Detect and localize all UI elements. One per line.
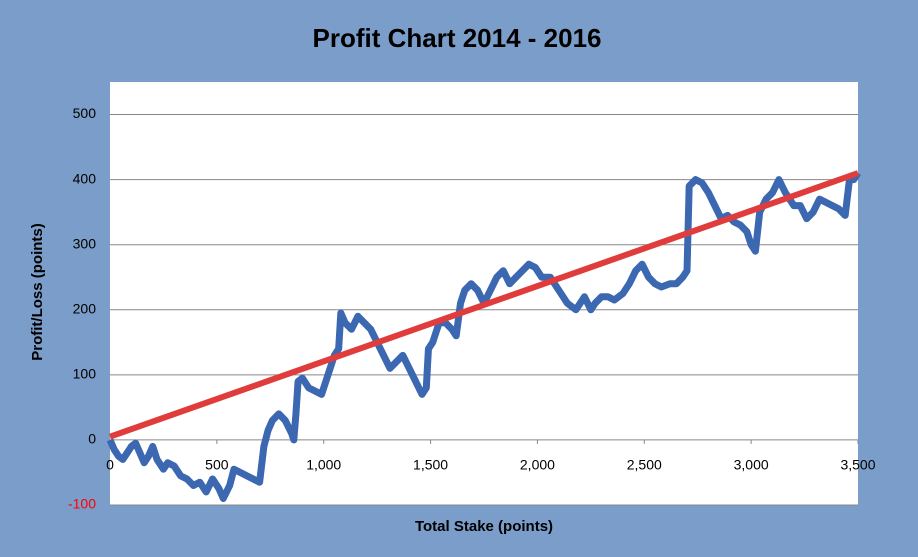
x-tick-label: 500: [205, 457, 229, 473]
x-tick-label: 0: [106, 457, 114, 473]
y-tick-label: 300: [73, 235, 97, 251]
y-tick-label: 100: [73, 366, 97, 382]
y-tick-label: 400: [73, 170, 97, 186]
x-tick-label: 3,000: [734, 457, 769, 473]
x-tick-label: 1,500: [413, 457, 448, 473]
y-tick-label: 500: [73, 105, 97, 121]
x-tick-label: 2,500: [627, 457, 662, 473]
plot-area: [110, 82, 858, 505]
x-tick-label: 2,000: [520, 457, 555, 473]
trend-line: [109, 170, 859, 440]
y-axis-label: Profit/Loss (points): [29, 223, 46, 361]
x-tick-label: 1,000: [306, 457, 341, 473]
chart-title: Profit Chart 2014 - 2016: [312, 23, 601, 53]
x-tick-label: 3,500: [840, 457, 875, 473]
y-tick-label: 200: [73, 300, 97, 316]
y-tick-label: -100: [68, 496, 96, 512]
x-axis-label: Total Stake (points): [415, 518, 553, 535]
y-tick-label: 0: [88, 431, 96, 447]
